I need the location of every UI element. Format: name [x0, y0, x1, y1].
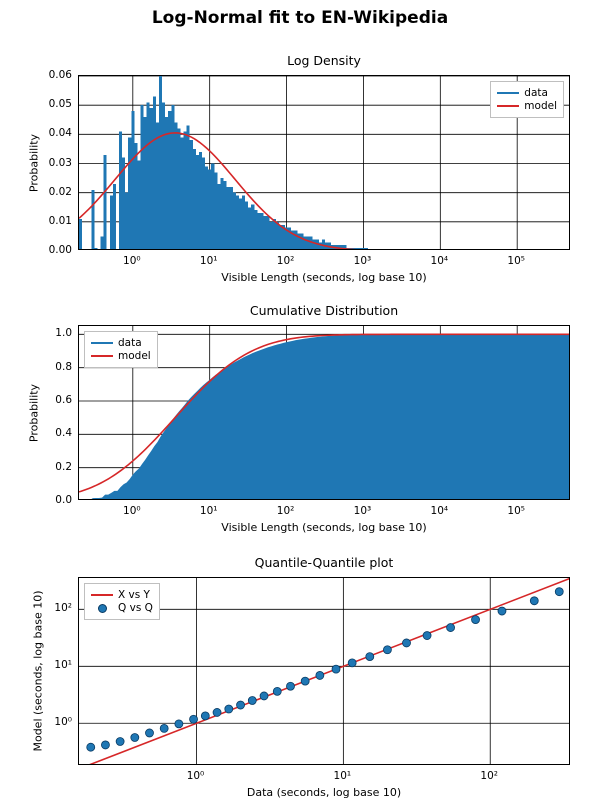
y-tick-label: 10² [54, 602, 78, 614]
legend-label: X vs Y [118, 589, 150, 601]
x-tick-label: 10³ [354, 250, 372, 267]
figure: Log-Normal fit to EN-Wikipedia Log Densi… [0, 0, 600, 809]
y-tick-label: 0.0 [55, 494, 78, 506]
legend-marker [98, 604, 107, 613]
x-tick-label: 10³ [354, 500, 372, 517]
legend-item: model [91, 350, 151, 362]
panel-title: Quantile-Quantile plot [78, 555, 570, 570]
y-tick-label: 0.03 [49, 157, 78, 169]
legend-label: data [118, 337, 142, 349]
panel-log-density: Log Density Probability Visible Length (… [78, 75, 570, 250]
y-tick-label: 0.4 [55, 427, 78, 439]
y-tick-label: 0.04 [49, 127, 78, 139]
x-tick-label: 10⁰ [123, 500, 141, 517]
y-tick-label: 0.2 [55, 461, 78, 473]
y-tick-label: 0.00 [49, 244, 78, 256]
panel-qq: Quantile-Quantile plot Model (seconds, l… [78, 577, 570, 765]
panel-cumulative: Cumulative Distribution Probability Visi… [78, 325, 570, 500]
legend-label: Q vs Q [118, 602, 153, 614]
y-axis-label: Probability [28, 383, 41, 441]
legend-swatch [497, 105, 519, 107]
x-tick-label: 10¹ [334, 765, 352, 782]
y-tick-label: 0.06 [49, 69, 78, 81]
y-tick-label: 1.0 [55, 327, 78, 339]
panel-title: Cumulative Distribution [78, 303, 570, 318]
x-tick-label: 10⁵ [507, 500, 525, 517]
x-tick-label: 10⁴ [431, 250, 449, 267]
legend-item: X vs Y [91, 589, 153, 601]
x-tick-label: 10⁰ [123, 250, 141, 267]
legend-item: Q vs Q [91, 602, 153, 614]
x-axis-label: Visible Length (seconds, log base 10) [78, 271, 570, 284]
legend-swatch [91, 355, 113, 357]
y-axis-label: Model (seconds, log base 10) [32, 590, 45, 751]
x-axis-label: Visible Length (seconds, log base 10) [78, 521, 570, 534]
legend-swatch [91, 342, 113, 344]
x-tick-label: 10¹ [200, 500, 218, 517]
y-tick-label: 10⁰ [54, 716, 78, 728]
legend: X vs YQ vs Q [84, 583, 160, 620]
y-tick-label: 0.6 [55, 394, 78, 406]
x-tick-label: 10² [277, 500, 295, 517]
x-tick-label: 10² [277, 250, 295, 267]
legend-label: model [524, 100, 557, 112]
x-tick-label: 10² [480, 765, 498, 782]
legend-item: data [91, 337, 151, 349]
y-tick-label: 0.01 [49, 215, 78, 227]
legend-label: model [118, 350, 151, 362]
legend-label: data [524, 87, 548, 99]
legend-item: model [497, 100, 557, 112]
panel-title: Log Density [78, 53, 570, 68]
figure-suptitle: Log-Normal fit to EN-Wikipedia [0, 8, 600, 28]
y-tick-label: 10¹ [54, 659, 78, 671]
x-tick-label: 10¹ [200, 250, 218, 267]
x-tick-label: 10⁰ [187, 765, 205, 782]
x-tick-label: 10⁵ [507, 250, 525, 267]
legend-swatch [91, 594, 113, 596]
legend-item: data [497, 87, 557, 99]
legend: datamodel [490, 81, 564, 118]
y-axis-label: Probability [28, 133, 41, 191]
legend-swatch [497, 92, 519, 94]
y-tick-label: 0.8 [55, 361, 78, 373]
legend: datamodel [84, 331, 158, 368]
y-tick-label: 0.05 [49, 98, 78, 110]
x-tick-label: 10⁴ [431, 500, 449, 517]
x-axis-label: Data (seconds, log base 10) [78, 786, 570, 799]
y-tick-label: 0.02 [49, 186, 78, 198]
